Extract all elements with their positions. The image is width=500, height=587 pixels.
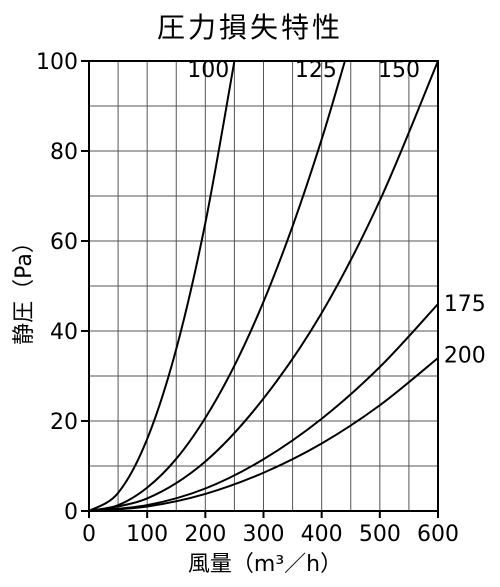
x-tick-label: 600 bbox=[417, 522, 459, 547]
series-line-200 bbox=[88, 357, 439, 512]
series-line-150 bbox=[88, 60, 439, 512]
y-tick-label: 0 bbox=[64, 500, 78, 525]
y-tick-label: 80 bbox=[50, 140, 78, 165]
x-tick-label: 400 bbox=[301, 522, 343, 547]
x-axis-label: 風量（m³／h） bbox=[187, 552, 343, 577]
series-label-200: 200 bbox=[444, 344, 486, 369]
series-line-125 bbox=[88, 60, 346, 512]
x-tick-label: 200 bbox=[184, 522, 226, 547]
series-label-100: 100 bbox=[187, 58, 229, 83]
y-tick-label: 60 bbox=[50, 230, 78, 255]
series-line-175 bbox=[88, 303, 439, 512]
series-label-125: 125 bbox=[295, 58, 337, 83]
x-tick-label: 300 bbox=[243, 522, 285, 547]
y-tick-label: 40 bbox=[50, 320, 78, 345]
y-axis-label-text: 静圧（Pa） bbox=[12, 231, 38, 345]
x-tick-label: 500 bbox=[359, 522, 401, 547]
x-tick-label: 0 bbox=[82, 522, 96, 547]
y-tick-label: 100 bbox=[36, 50, 78, 75]
chart-title: 圧力損失特性 bbox=[156, 11, 343, 44]
series-label-175: 175 bbox=[444, 292, 486, 317]
y-tick-label: 20 bbox=[50, 410, 78, 435]
series-line-100 bbox=[88, 60, 236, 512]
series-label-150: 150 bbox=[378, 58, 420, 83]
x-tick-label: 100 bbox=[126, 522, 168, 547]
y-axis-label: 静圧（Pa） bbox=[2, 208, 42, 368]
